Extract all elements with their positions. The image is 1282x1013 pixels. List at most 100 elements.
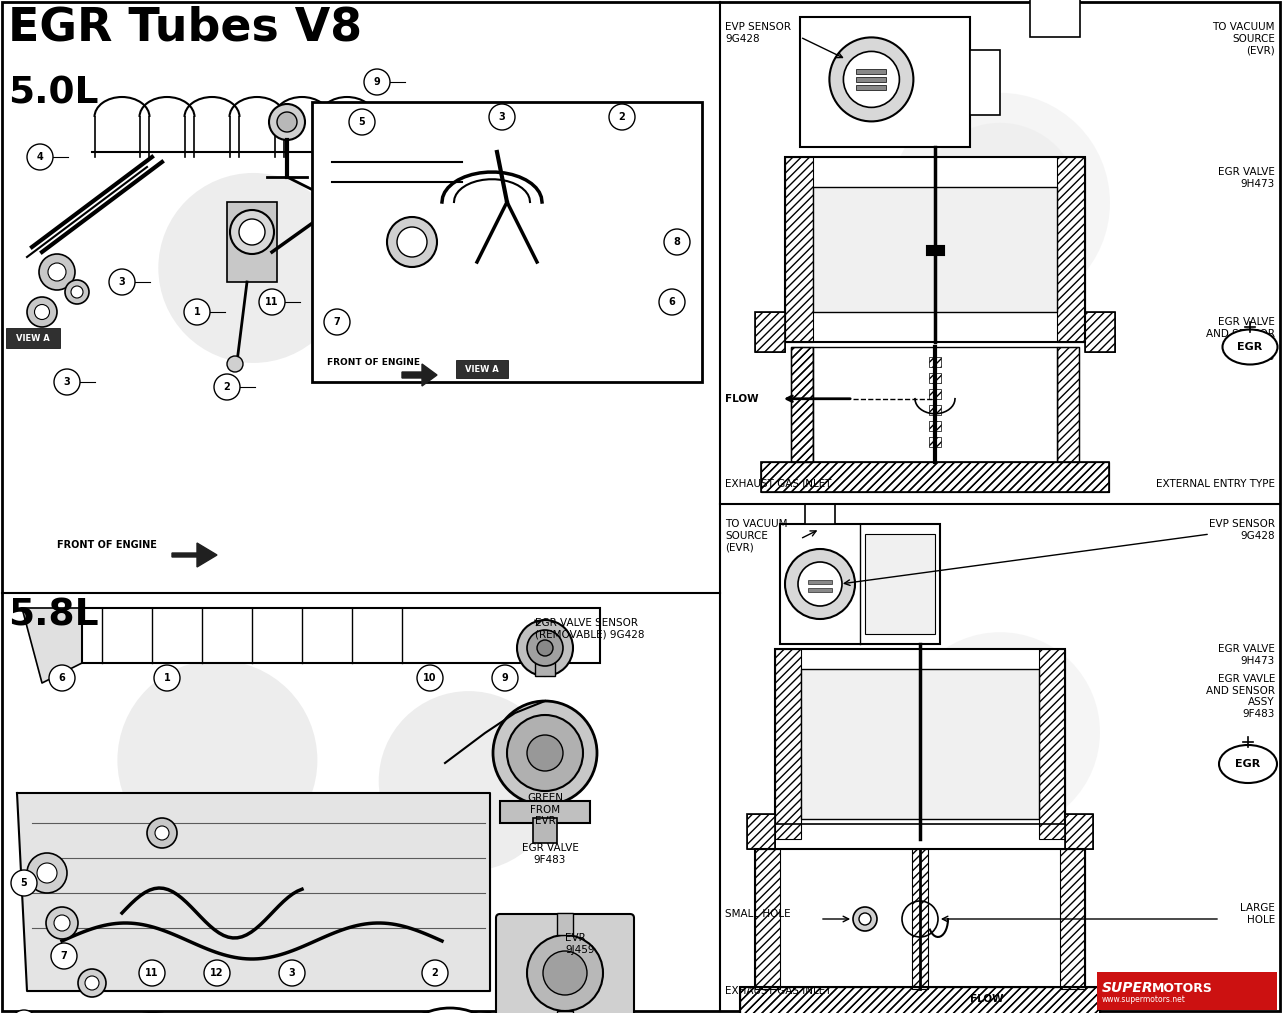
Text: 1: 1 [194, 307, 200, 317]
Bar [776, 649, 801, 839]
Bar [785, 157, 1085, 342]
Circle shape [38, 254, 76, 290]
Circle shape [517, 620, 573, 676]
Text: EGR: EGR [1236, 759, 1260, 769]
Circle shape [844, 52, 900, 107]
Bar [1065, 814, 1094, 849]
Bar [1029, 0, 1079, 37]
Text: 3: 3 [288, 968, 295, 978]
Bar [1085, 312, 1115, 352]
Text: 9: 9 [373, 77, 381, 87]
Text: 5.0L: 5.0L [8, 75, 99, 111]
Circle shape [85, 976, 99, 990]
Text: 6: 6 [59, 673, 65, 683]
Circle shape [118, 660, 318, 860]
Circle shape [12, 1010, 37, 1013]
Circle shape [527, 935, 603, 1011]
Text: FLOW: FLOW [726, 394, 759, 404]
Bar [500, 801, 590, 823]
Circle shape [154, 665, 179, 691]
Circle shape [785, 549, 855, 619]
Bar [813, 347, 1056, 462]
Bar [227, 202, 277, 282]
Circle shape [387, 217, 437, 267]
Bar [762, 462, 1109, 492]
Text: GREEN
FROM
EVR: GREEN FROM EVR [527, 793, 563, 827]
Circle shape [900, 632, 1100, 832]
Bar [1085, 312, 1115, 352]
Circle shape [138, 960, 165, 986]
Ellipse shape [1223, 329, 1277, 365]
Circle shape [544, 951, 587, 995]
Bar [929, 437, 941, 447]
Bar [856, 85, 886, 90]
Text: 11: 11 [145, 968, 159, 978]
Bar [1060, 849, 1085, 989]
Bar [856, 77, 886, 82]
Bar [912, 849, 928, 989]
Polygon shape [17, 793, 490, 991]
Text: EXTERNAL ENTRY TYPE: EXTERNAL ENTRY TYPE [1156, 479, 1276, 489]
Text: 2: 2 [619, 112, 626, 122]
Circle shape [853, 907, 877, 931]
Circle shape [46, 907, 78, 939]
Text: LARGE
HOLE: LARGE HOLE [1240, 904, 1276, 925]
Text: EGR VALVE
9H473: EGR VALVE 9H473 [1218, 644, 1276, 666]
Bar [740, 987, 1100, 1013]
Text: VIEW A: VIEW A [465, 365, 499, 374]
Circle shape [385, 1008, 515, 1013]
Bar [1056, 347, 1079, 462]
Text: 4: 4 [37, 152, 44, 162]
Circle shape [417, 665, 444, 691]
Circle shape [920, 123, 1079, 283]
Circle shape [54, 915, 71, 931]
Text: www.supermotors.net: www.supermotors.net [1103, 996, 1186, 1005]
Bar [776, 649, 1065, 839]
Bar [755, 312, 785, 352]
Circle shape [49, 665, 76, 691]
Circle shape [54, 369, 79, 395]
Bar [856, 70, 886, 74]
FancyBboxPatch shape [456, 360, 508, 378]
Bar [929, 421, 941, 431]
Text: 8: 8 [673, 237, 681, 247]
Bar [970, 50, 1000, 115]
Ellipse shape [1219, 745, 1277, 783]
Circle shape [259, 289, 285, 315]
Bar [762, 462, 1109, 492]
Text: FRONT OF ENGINE: FRONT OF ENGINE [58, 540, 156, 550]
Text: EVP SENSOR
9G428: EVP SENSOR 9G428 [726, 22, 791, 44]
Circle shape [349, 109, 376, 135]
Text: FRONT OF ENGINE: FRONT OF ENGINE [327, 358, 420, 367]
Bar [791, 347, 813, 462]
Circle shape [494, 701, 597, 805]
Circle shape [419, 153, 590, 323]
Text: 5.8L: 5.8L [8, 598, 99, 634]
Circle shape [903, 901, 938, 937]
Bar [1056, 347, 1079, 462]
Bar [1097, 972, 1277, 1010]
Bar [747, 814, 776, 849]
Bar [740, 987, 1100, 1013]
Circle shape [204, 960, 229, 986]
Circle shape [109, 269, 135, 295]
Text: 3: 3 [119, 277, 126, 287]
Circle shape [229, 210, 274, 254]
Circle shape [269, 104, 305, 140]
Text: 3: 3 [64, 377, 71, 387]
Circle shape [659, 289, 685, 315]
Polygon shape [172, 543, 217, 567]
Bar [755, 824, 1085, 854]
Text: MOTORS: MOTORS [1153, 982, 1213, 995]
Bar [808, 588, 832, 592]
Bar [312, 102, 703, 382]
Bar [1056, 157, 1085, 342]
Text: 2: 2 [223, 382, 231, 392]
Text: EGR VALVE
AND SENSOR
ASSY
9F483: EGR VALVE AND SENSOR ASSY 9F483 [1206, 317, 1276, 362]
Text: 7: 7 [333, 317, 341, 327]
Circle shape [78, 969, 106, 997]
Text: 7: 7 [60, 951, 68, 961]
Circle shape [147, 819, 177, 848]
Circle shape [609, 104, 635, 130]
Bar [929, 357, 941, 367]
